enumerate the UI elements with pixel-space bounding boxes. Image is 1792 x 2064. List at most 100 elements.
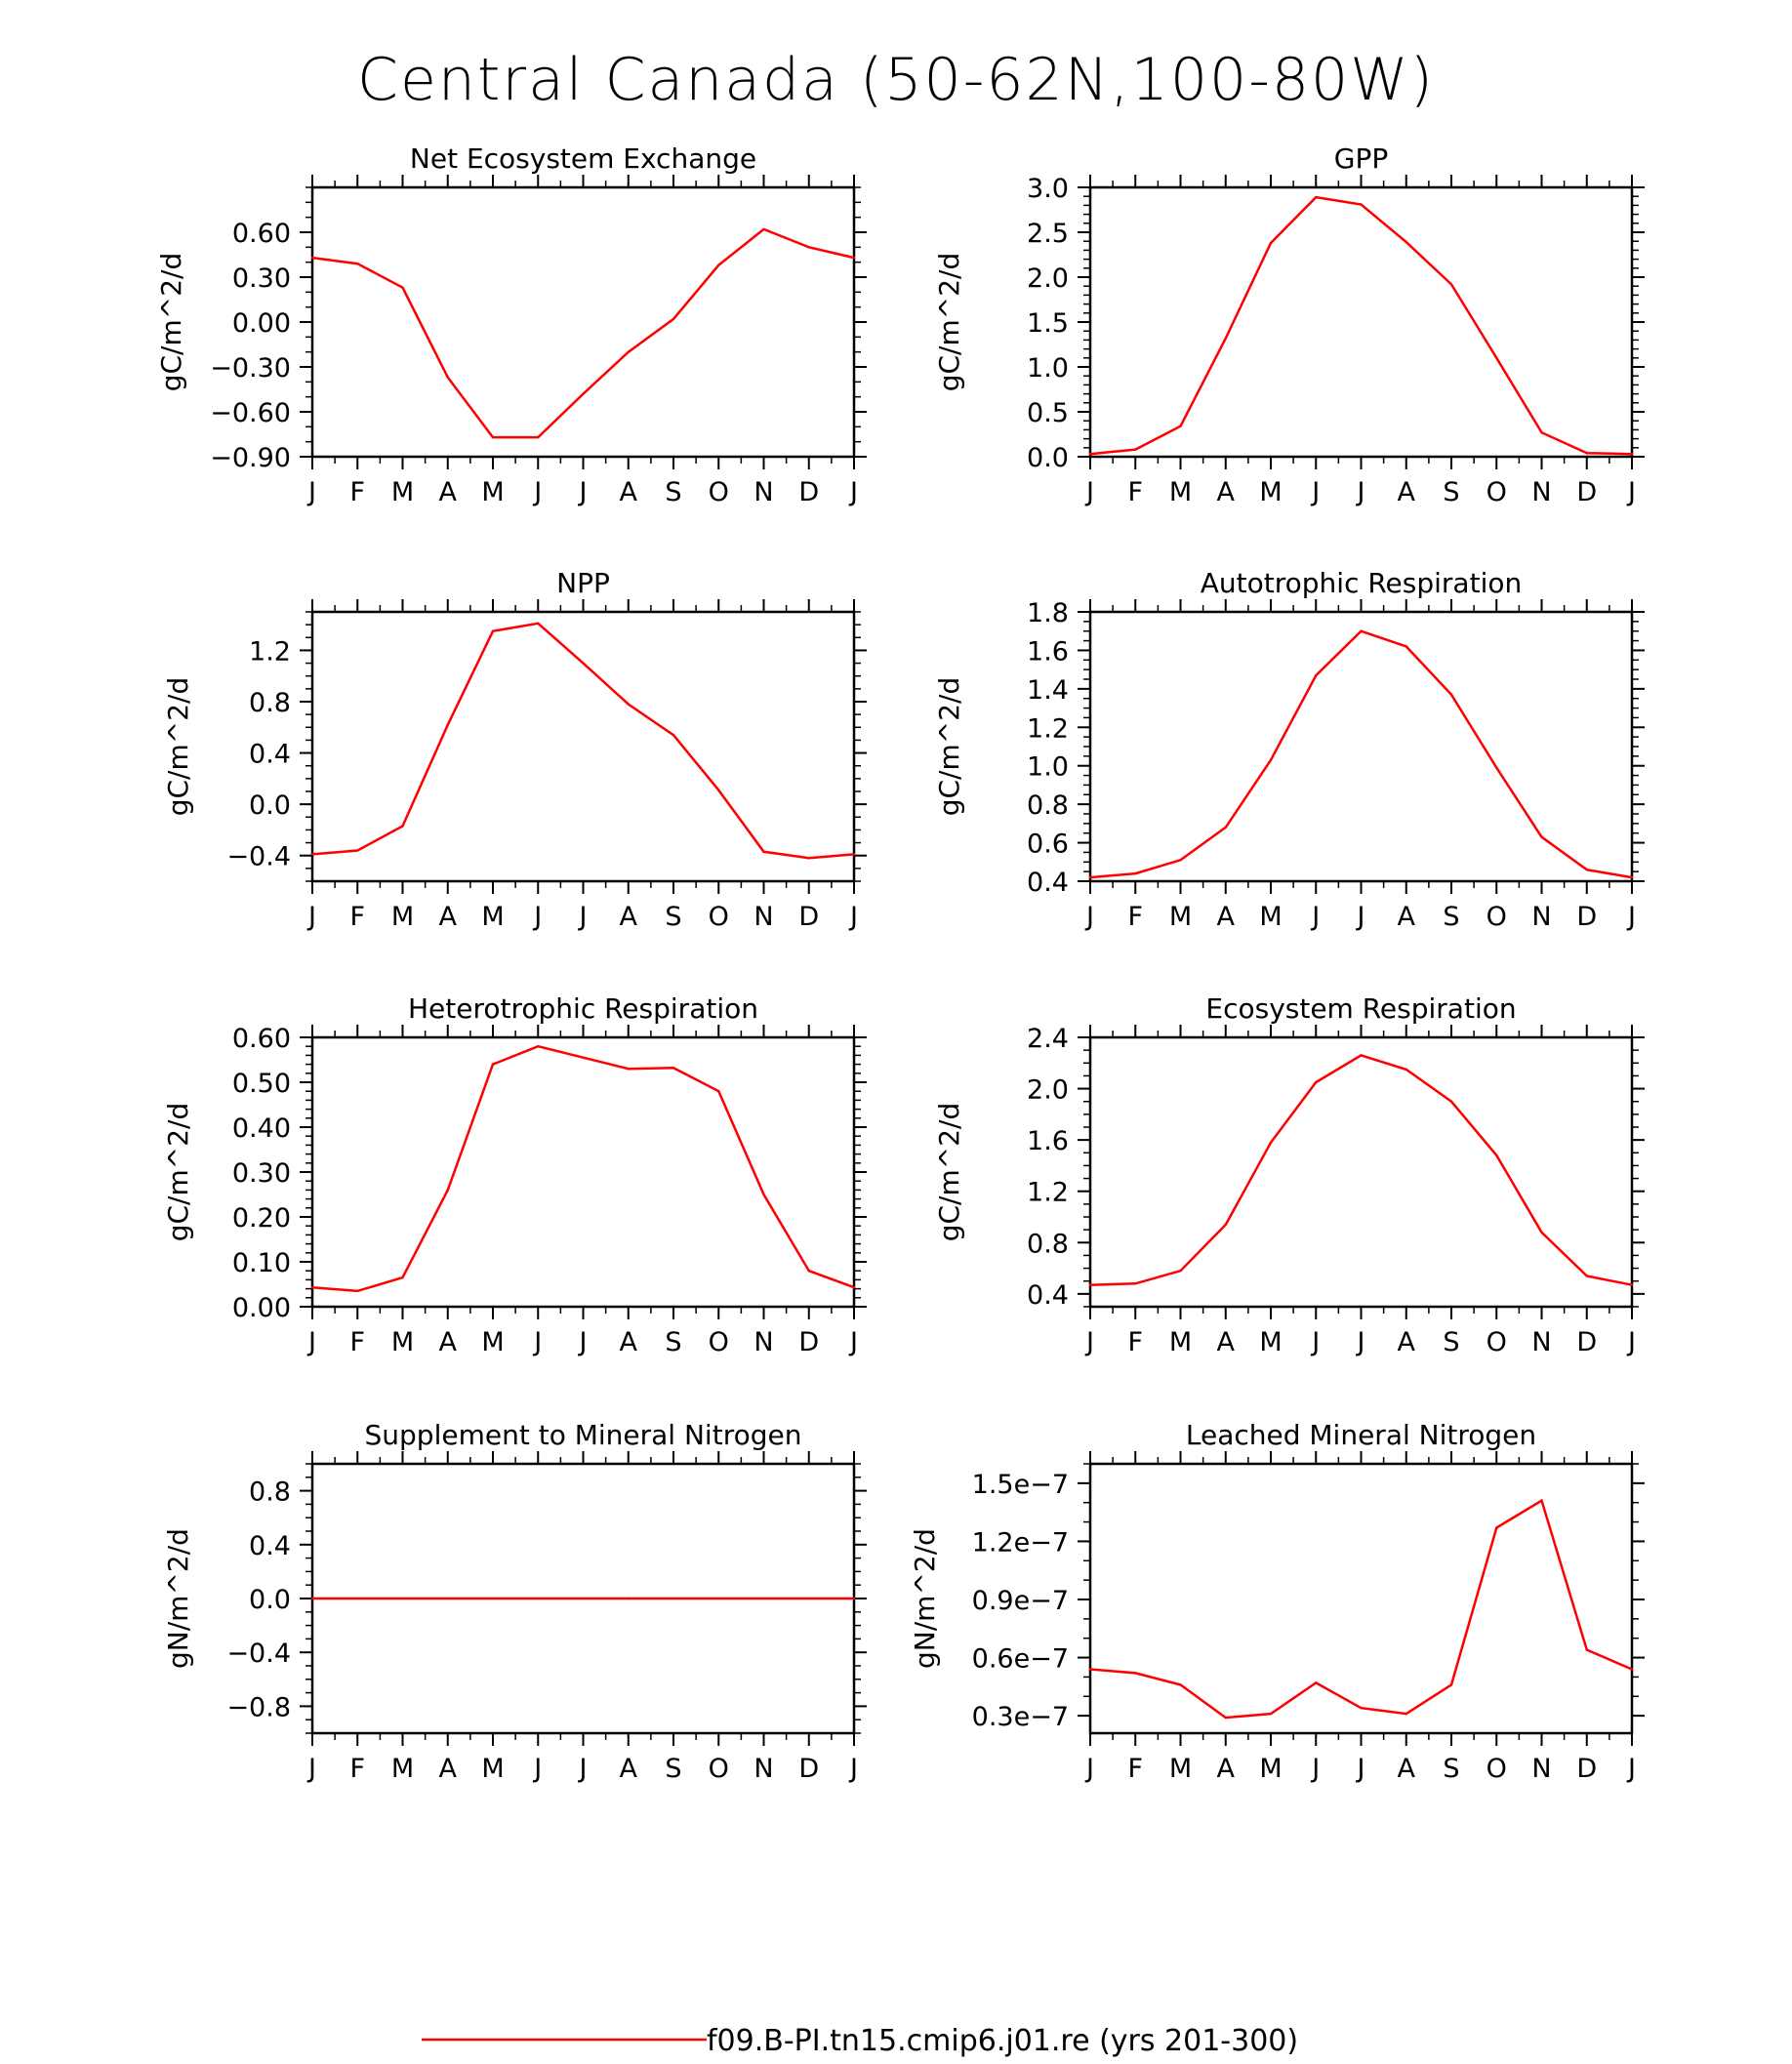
data-point <box>446 1189 449 1192</box>
x-tick-label: A <box>1398 902 1416 932</box>
data-point <box>1224 337 1227 340</box>
data-point <box>672 317 675 321</box>
y-tick-label: 0.0 <box>249 790 291 821</box>
x-tick-label: M <box>1169 902 1192 932</box>
x-tick-label: J <box>1084 1754 1094 1784</box>
series-line <box>1089 629 1633 879</box>
x-tick-label: O <box>1487 1327 1507 1357</box>
x-tick-label: F <box>349 1754 365 1784</box>
data-point <box>627 703 630 706</box>
x-tick-label: J <box>532 1754 542 1784</box>
data-point <box>446 1597 449 1600</box>
y-tick-label: 3.0 <box>1027 174 1069 204</box>
data-point <box>401 1275 404 1279</box>
x-tick-label: N <box>1531 1754 1551 1784</box>
y-tick-label: 0.4 <box>1027 868 1069 898</box>
data-point <box>1540 1231 1543 1234</box>
x-tick-label: J <box>1626 1327 1636 1357</box>
y-tick-label: 1.0 <box>1027 353 1069 384</box>
data-point <box>1360 203 1363 206</box>
data-point <box>491 629 495 632</box>
chart-panel-1: J F M A M J J A S O N D J−0.90−0.60−0.300.000.300.60… <box>155 142 867 507</box>
x-tick-label: J <box>1626 902 1636 932</box>
x-tick-label: D <box>798 477 819 507</box>
x-tick-label: N <box>753 477 773 507</box>
data-point <box>1495 1153 1498 1157</box>
data-point <box>491 435 495 439</box>
x-tick-label: M <box>391 477 414 507</box>
data-point <box>1585 1275 1588 1277</box>
data-point <box>1630 1668 1634 1671</box>
data-point <box>1540 835 1543 838</box>
chart-panel-5: J F M A M J J A S O N D J0.000.100.200.300.400.500.6… <box>162 992 867 1357</box>
data-point <box>1449 1100 1453 1103</box>
data-point <box>1449 1683 1453 1686</box>
x-tick-label: S <box>665 902 681 932</box>
data-point <box>852 1286 856 1289</box>
data-point <box>807 1270 810 1273</box>
y-tick-label: 0.0 <box>1027 443 1069 473</box>
data-point <box>762 1193 765 1196</box>
y-tick-label: 0.9e−7 <box>972 1586 1069 1616</box>
y-tick-label: 1.5e−7 <box>972 1470 1069 1500</box>
y-tick-label: 0.3e−7 <box>972 1702 1069 1732</box>
x-tick-label: A <box>1398 477 1416 507</box>
y-tick-label: 0.30 <box>232 1158 291 1189</box>
plot-frame <box>1088 610 1634 883</box>
x-tick-label: A <box>1398 1754 1416 1784</box>
x-tick-label: S <box>665 1327 681 1357</box>
data-point <box>1134 1672 1137 1675</box>
x-tick-label: A <box>620 1327 638 1357</box>
x-tick-label: S <box>1443 477 1459 507</box>
data-point <box>1449 283 1453 286</box>
x-tick-label: O <box>1487 902 1507 932</box>
data-point <box>310 1286 314 1289</box>
x-tick-label: N <box>753 1754 773 1784</box>
data-point <box>717 789 720 791</box>
data-point <box>1315 195 1318 199</box>
data-point <box>717 263 720 266</box>
x-tick-label: N <box>1531 1327 1551 1357</box>
data-point <box>1360 629 1363 632</box>
y-tick-label: 0.6 <box>1027 830 1069 860</box>
x-tick-label: O <box>1487 1754 1507 1784</box>
x-tick-label: A <box>1217 902 1236 932</box>
series-line <box>311 622 855 860</box>
data-point <box>1269 758 1273 761</box>
x-tick-label: N <box>753 1327 773 1357</box>
x-tick-label: D <box>798 1754 819 1784</box>
y-axis-label: gC/m^2/d <box>162 677 194 817</box>
x-tick-label: J <box>306 1327 316 1357</box>
y-tick-label: 1.4 <box>1027 675 1069 706</box>
data-point <box>310 1597 314 1600</box>
data-point <box>627 350 630 353</box>
data-point <box>1224 826 1227 829</box>
data-point <box>356 1597 359 1600</box>
y-tick-label: −0.4 <box>226 842 291 872</box>
y-tick-label: 0.6e−7 <box>972 1644 1069 1675</box>
x-tick-label: J <box>848 902 858 932</box>
x-tick-label: J <box>848 1754 858 1784</box>
x-tick-label: J <box>306 1754 316 1784</box>
x-tick-label: J <box>848 1327 858 1357</box>
x-tick-label: J <box>1626 477 1636 507</box>
y-tick-label: 0.40 <box>232 1113 291 1144</box>
x-tick-label: A <box>1217 1754 1236 1784</box>
data-point <box>1224 1716 1227 1720</box>
data-point <box>1088 875 1092 879</box>
data-point <box>852 1597 856 1600</box>
data-point <box>1315 1080 1318 1084</box>
data-point <box>582 1597 585 1600</box>
data-point <box>310 256 314 260</box>
panel-title: NPP <box>556 567 610 599</box>
x-tick-label: J <box>1626 1754 1636 1784</box>
data-point <box>446 723 449 726</box>
x-tick-label: A <box>439 1327 458 1357</box>
x-tick-label: J <box>1084 1327 1094 1357</box>
data-point <box>1405 645 1407 648</box>
y-tick-label: 0.60 <box>232 1024 291 1054</box>
x-tick-label: D <box>1576 1327 1597 1357</box>
y-axis-label: gN/m^2/d <box>162 1528 194 1669</box>
x-tick-label: M <box>1259 477 1282 507</box>
